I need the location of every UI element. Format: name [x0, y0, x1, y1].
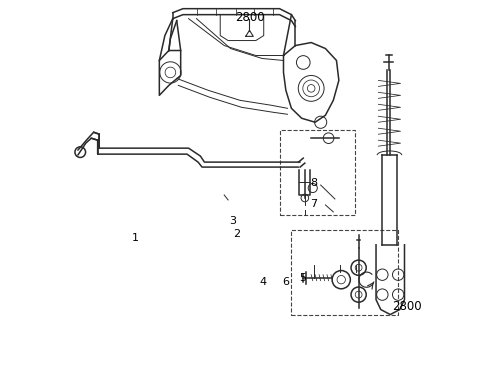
Bar	[291, 230, 398, 315]
Text: 2: 2	[233, 229, 240, 239]
Text: 2800: 2800	[392, 300, 421, 313]
Text: 8: 8	[310, 178, 317, 188]
Text: 3: 3	[229, 216, 236, 226]
Text: 1: 1	[132, 233, 139, 243]
Text: 2800: 2800	[235, 11, 264, 24]
Bar	[279, 130, 355, 215]
Text: 4: 4	[259, 277, 266, 287]
Text: 6: 6	[282, 277, 289, 287]
Text: 7: 7	[310, 199, 317, 209]
Text: 5: 5	[299, 273, 306, 283]
